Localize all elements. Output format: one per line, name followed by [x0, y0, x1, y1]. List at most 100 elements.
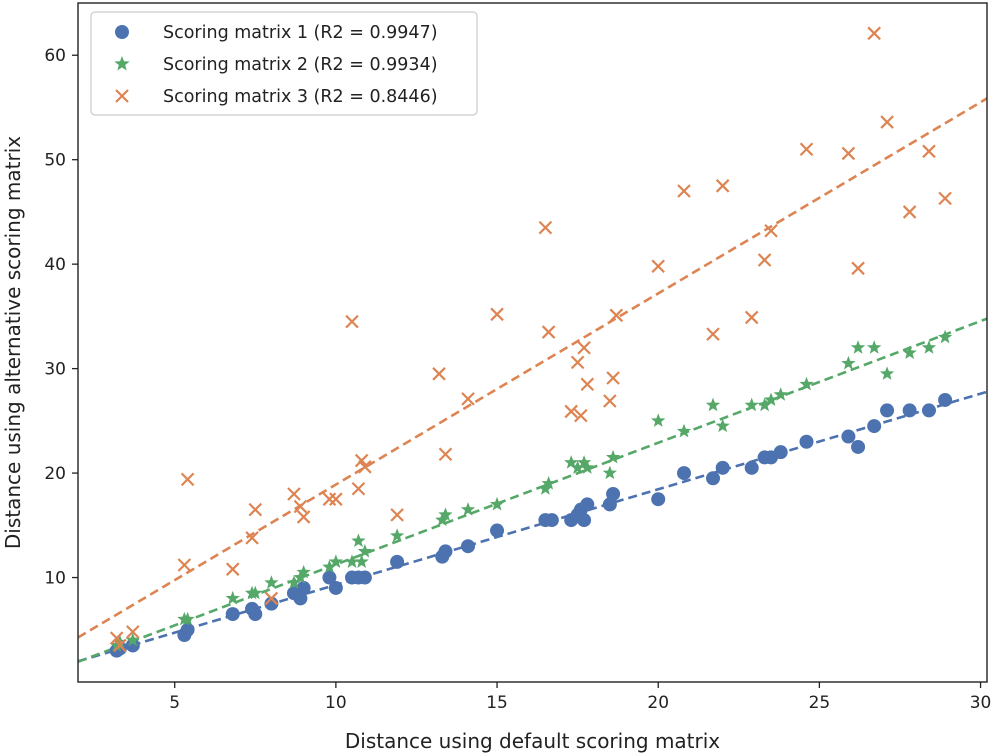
data-point [344, 554, 360, 568]
data-point [357, 543, 373, 558]
data-point [922, 144, 936, 159]
data-point [358, 460, 372, 474]
legend-entry: Scoring matrix 1 (R2 = 0.9947) [115, 23, 438, 43]
data-point [345, 314, 359, 329]
series-1-points [109, 392, 953, 658]
data-point [225, 562, 240, 576]
data-point [851, 261, 865, 276]
data-point [489, 496, 505, 511]
y-tick-label: 10 [44, 569, 66, 589]
legend-marker [115, 89, 129, 103]
data-point [354, 554, 369, 568]
data-point [921, 340, 937, 354]
data-point [867, 340, 882, 354]
data-point [113, 638, 127, 653]
data-point [715, 418, 730, 433]
legend-box [90, 11, 478, 116]
data-point [744, 397, 759, 412]
plot-marks [78, 26, 987, 664]
data-point [577, 340, 591, 355]
data-point [180, 611, 195, 626]
data-point [574, 408, 588, 423]
data-point [322, 492, 337, 506]
legend-marker [115, 25, 129, 39]
data-point [841, 355, 856, 370]
data-point [322, 570, 337, 585]
data-point [245, 531, 259, 545]
data-point [902, 403, 917, 418]
legend-marker [114, 56, 130, 71]
data-point [564, 404, 578, 419]
data-point [706, 471, 721, 486]
data-point [564, 455, 579, 469]
data-point [390, 508, 404, 522]
data-point [438, 447, 453, 462]
y-tick-label: 60 [44, 46, 66, 66]
data-point [879, 366, 895, 380]
x-tick-label: 15 [486, 693, 508, 713]
fit-line-series-2 [78, 317, 987, 664]
legend-entry: Scoring matrix 3 (R2 = 0.8446) [115, 87, 438, 107]
data-point [296, 564, 311, 579]
data-point [715, 179, 730, 193]
data-point [286, 575, 302, 589]
data-point [328, 554, 344, 568]
data-point [264, 591, 279, 606]
x-axis-ticks: 5 10 15 20 25 30 [169, 682, 991, 713]
data-point [248, 502, 263, 517]
data-point [180, 622, 195, 637]
data-point [177, 558, 192, 572]
data-point [677, 184, 691, 198]
data-point [577, 513, 592, 528]
data-point [850, 340, 866, 354]
series-3-points [109, 26, 952, 653]
data-point [715, 460, 730, 475]
data-point [544, 513, 559, 528]
data-point [296, 510, 311, 524]
data-point [580, 497, 595, 512]
data-point [490, 307, 504, 322]
data-point [880, 115, 894, 129]
axes-frame [77, 2, 988, 683]
data-point [438, 544, 453, 559]
data-point [651, 259, 665, 274]
data-point [570, 460, 585, 474]
data-point [580, 460, 595, 474]
data-point [841, 429, 856, 444]
data-point [460, 502, 476, 516]
data-point [677, 466, 691, 481]
data-point [390, 554, 405, 569]
data-point [126, 625, 140, 639]
data-point [357, 570, 372, 585]
data-point [606, 486, 621, 501]
data-point [438, 507, 453, 521]
plot-frame [77, 2, 988, 683]
legend-label: Scoring matrix 3 (R2 = 0.8446) [163, 87, 438, 107]
data-point [580, 377, 595, 392]
data-point [541, 325, 556, 339]
data-point [125, 632, 140, 647]
data-point [603, 394, 617, 408]
data-point [606, 371, 620, 385]
data-point [867, 26, 881, 41]
y-axis-ticks: 10 20 30 40 50 60 [44, 46, 78, 589]
x-tick-label: 30 [970, 693, 992, 713]
data-point [676, 423, 692, 438]
data-point [538, 220, 553, 235]
data-point [937, 329, 953, 344]
x-tick-label: 5 [169, 693, 180, 713]
legend-label: Scoring matrix 2 (R2 = 0.9934) [163, 55, 438, 75]
data-point [461, 392, 475, 406]
data-point [902, 205, 917, 219]
y-tick-label: 40 [44, 255, 66, 275]
data-point [351, 533, 366, 548]
data-point [351, 481, 366, 496]
data-point [248, 585, 263, 600]
data-point [773, 387, 788, 401]
data-point [938, 191, 952, 206]
data-point [605, 449, 621, 464]
fit-line-series-3 [78, 97, 987, 639]
data-point [757, 397, 772, 412]
legend-label: Scoring matrix 1 (R2 = 0.9947) [163, 23, 438, 43]
data-point [938, 392, 953, 407]
